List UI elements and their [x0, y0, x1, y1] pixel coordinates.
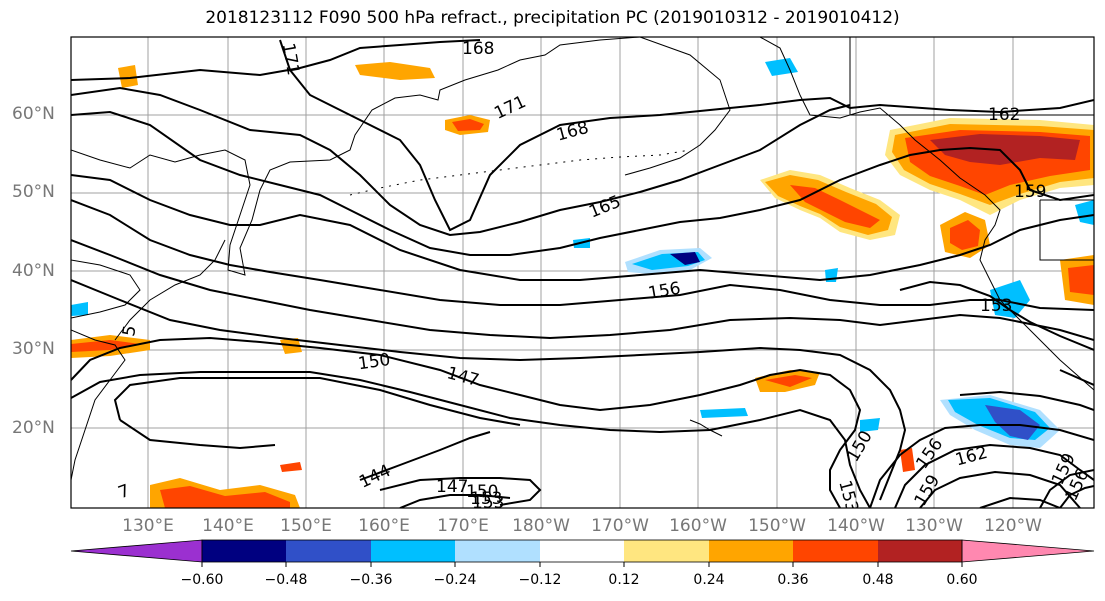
colorbar-segment	[202, 540, 286, 562]
colorbar-tick-label: 0.60	[946, 572, 978, 588]
colorbar-tick-label: 0.12	[608, 572, 640, 588]
contour-label: 168	[462, 39, 494, 59]
map-frame	[70, 36, 1095, 509]
lat-label: 50°N	[12, 182, 55, 202]
contour-label: 5	[119, 324, 141, 338]
lon-label: 160°E	[358, 516, 410, 536]
precipitation-positive	[71, 62, 1094, 508]
refractivity-contours	[71, 39, 1094, 508]
lon-label: 140°E	[202, 516, 254, 536]
colorbar-segment	[624, 540, 709, 562]
colorbar-outline	[201, 539, 963, 563]
colorbar-segment	[793, 540, 878, 562]
contour-label: 147	[436, 477, 468, 497]
colorbar-tick-label: 0.48	[862, 572, 894, 588]
colorbar-tick-label: −0.48	[264, 572, 308, 588]
colorbar-tick-label: −0.12	[518, 572, 562, 588]
lat-label: 60°N	[12, 104, 55, 124]
lon-label: 140°W	[827, 516, 885, 536]
colorbar-tick-label: −0.60	[180, 572, 224, 588]
colorbar-tick-label: 0.24	[693, 572, 725, 588]
lon-label: 150°E	[280, 516, 332, 536]
contour-label: 159	[1014, 182, 1046, 202]
colorbar-tick-label: −0.24	[433, 572, 477, 588]
colorbar-segment	[709, 540, 793, 562]
lon-label: 160°W	[669, 516, 727, 536]
precipitation-negative	[71, 58, 1094, 448]
colorbar-segment	[540, 540, 624, 562]
contour-label: 162	[988, 105, 1020, 125]
lat-label: 30°N	[12, 339, 55, 359]
colorbar-tick-marks	[201, 562, 963, 567]
lon-label: 180°W	[512, 516, 570, 536]
colorbar-segments	[70, 539, 1095, 563]
contour-label: 153	[980, 296, 1012, 316]
colorbar-segment	[371, 540, 455, 562]
contour-label: 153	[470, 489, 502, 509]
contour-label: 150	[357, 350, 392, 374]
colorbar-segment	[878, 540, 962, 562]
lon-label: 170°W	[591, 516, 649, 536]
colorbar-extend-high	[961, 539, 1095, 563]
lat-label: 20°N	[12, 418, 55, 438]
lon-label: 130°E	[122, 516, 174, 536]
colorbar-segment	[286, 540, 371, 562]
map-title: 2018123112 F090 500 hPa refract., precip…	[205, 8, 900, 28]
lon-label: 170°E	[437, 516, 489, 536]
colorbar-tick-label: 0.36	[777, 572, 809, 588]
contour-label: 153	[472, 493, 504, 513]
lat-label: 40°N	[12, 261, 55, 281]
lon-label: 120°W	[984, 516, 1042, 536]
lon-label: 130°W	[905, 516, 963, 536]
contour-label: 150	[466, 482, 498, 502]
colorbar-segment	[455, 540, 540, 562]
colorbar-tick-label: −0.36	[349, 572, 393, 588]
lon-label: 150°W	[748, 516, 806, 536]
colorbar-extend-low	[70, 539, 203, 563]
